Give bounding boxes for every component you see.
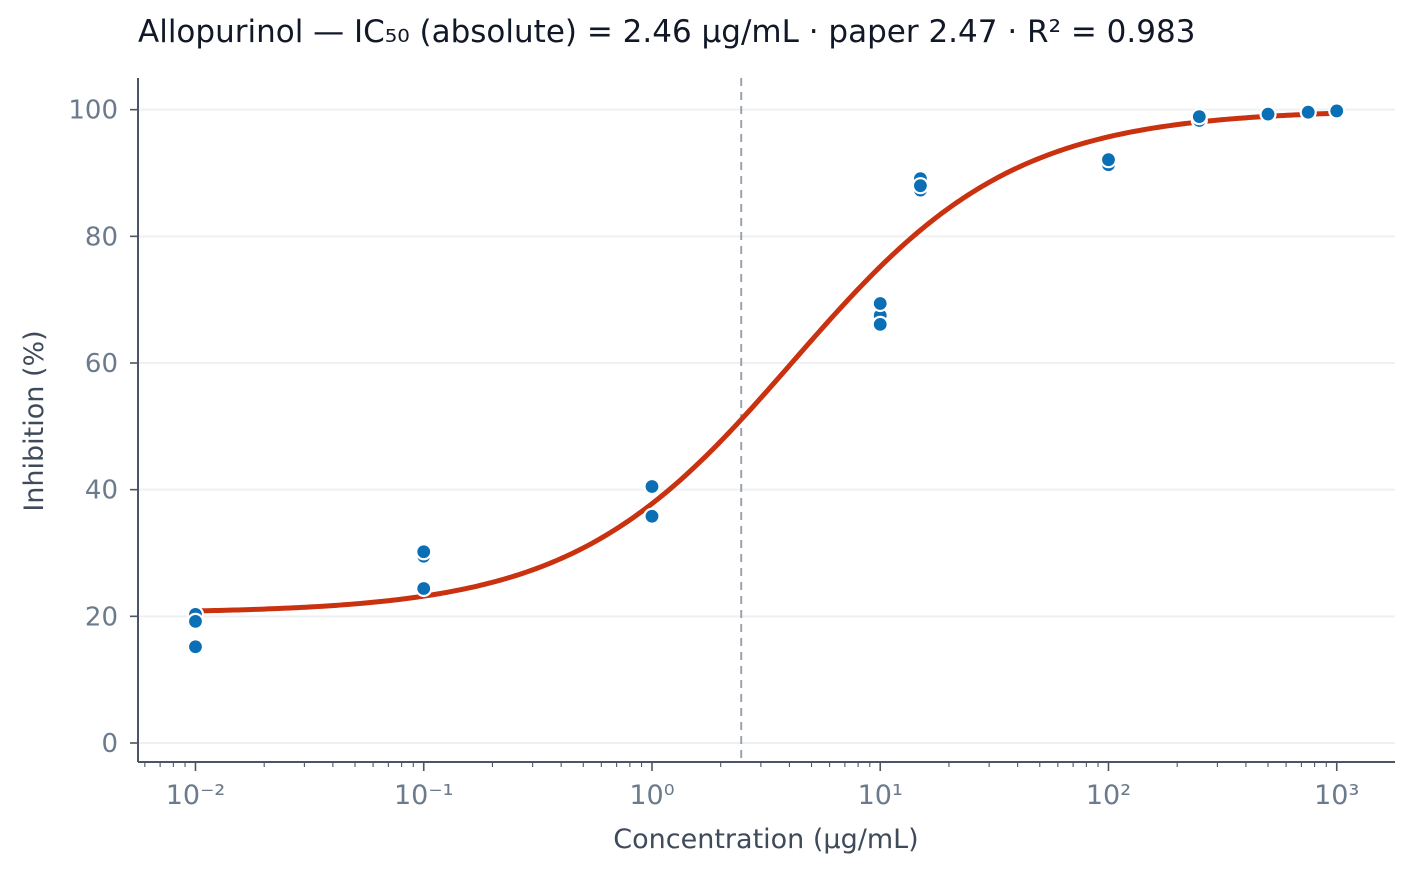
data-point bbox=[1099, 151, 1118, 169]
x-axis-label: Concentration (µg/mL) bbox=[613, 824, 918, 855]
y-tick-label: 100 bbox=[68, 96, 118, 126]
y-tick-label: 40 bbox=[85, 476, 118, 506]
data-point bbox=[186, 612, 205, 631]
data-point bbox=[643, 507, 661, 525]
data-point bbox=[1328, 102, 1346, 120]
fit-curve bbox=[192, 110, 1340, 614]
x-tick-label: 10³ bbox=[1314, 780, 1359, 811]
data-point bbox=[871, 294, 889, 313]
x-tick-label: 10⁰ bbox=[629, 780, 674, 811]
x-tick-label: 10² bbox=[1086, 780, 1131, 811]
y-axis-label: Inhibition (%) bbox=[19, 330, 50, 511]
axes: 0 20 40 60 80 100 10⁻² 10⁻¹ 10⁰ 10¹ 10² 10³ bbox=[68, 78, 1395, 811]
axis-labels: Concentration (µg/mL) Inhibition (%) bbox=[19, 330, 919, 855]
data-point bbox=[1259, 105, 1277, 123]
data-point bbox=[1190, 108, 1208, 126]
y-tick-label: 60 bbox=[85, 349, 118, 379]
chart-title: Allopurinol — IC₅₀ (absolute) = 2.46 µg/… bbox=[138, 14, 1196, 50]
data-point bbox=[911, 177, 930, 195]
data-point bbox=[415, 543, 433, 561]
data-point bbox=[186, 638, 205, 656]
x-tick-label: 10⁻² bbox=[166, 780, 225, 811]
gridlines bbox=[138, 108, 1395, 744]
data-points bbox=[186, 102, 1346, 656]
y-tick-label: 0 bbox=[101, 729, 118, 759]
data-point bbox=[415, 579, 433, 598]
fit-curve-layer bbox=[192, 110, 1340, 614]
y-tick-label: 20 bbox=[85, 602, 118, 632]
x-tick-label: 10⁻¹ bbox=[394, 780, 453, 811]
x-tick-label: 10¹ bbox=[858, 780, 903, 811]
data-point bbox=[1299, 103, 1317, 121]
y-tick-label: 80 bbox=[85, 222, 118, 252]
data-point bbox=[871, 315, 889, 333]
data-point bbox=[643, 477, 661, 496]
